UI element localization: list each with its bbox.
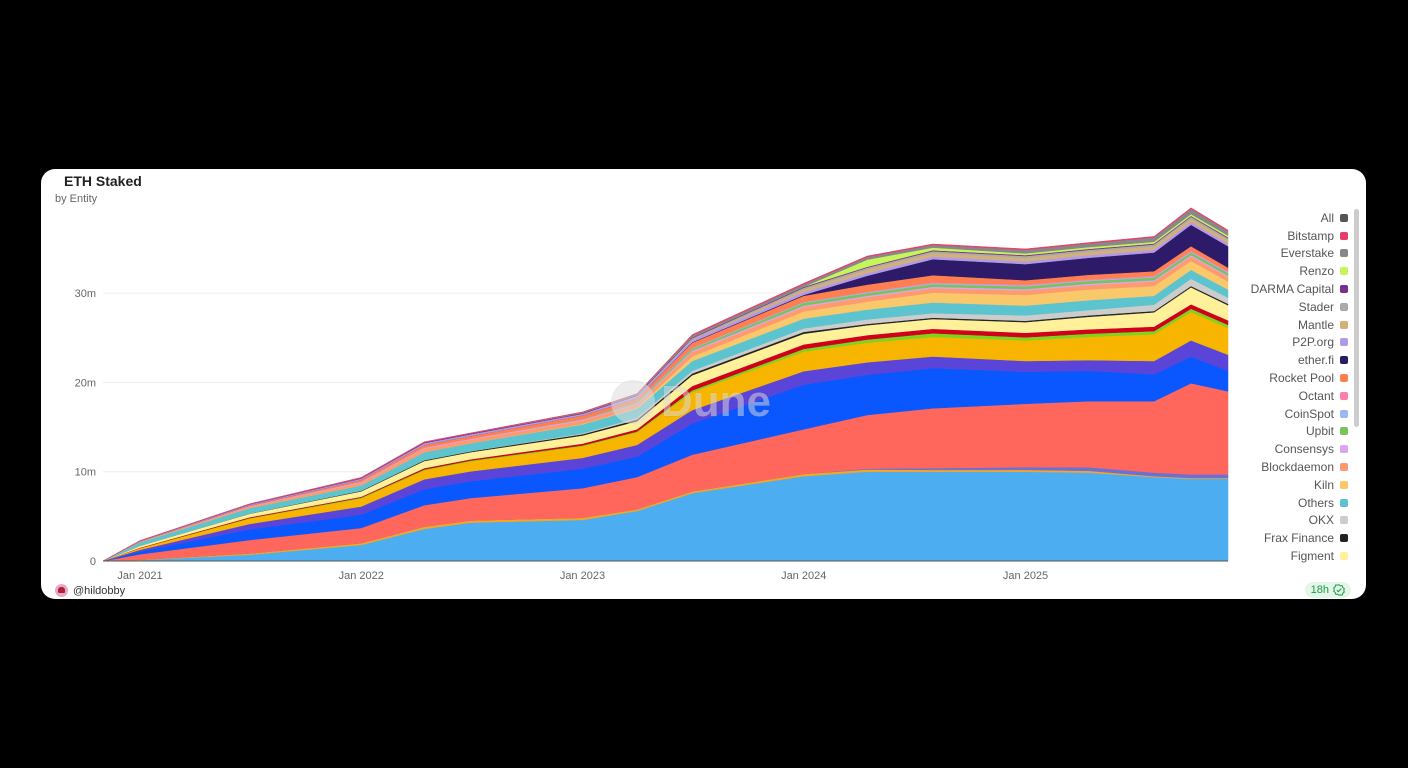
legend-item-coinspot[interactable]: CoinSpot: [1208, 405, 1348, 423]
legend: All Bitstamp Everstake Renzo DARMA Capital St…: [1208, 209, 1348, 565]
freshness-text: 18h: [1310, 584, 1329, 596]
legend-scrollbar[interactable]: [1354, 209, 1359, 427]
legend-swatch: [1340, 391, 1348, 400]
legend-label: Upbit: [1305, 424, 1334, 439]
x-tick-label: Jan 2025: [1003, 570, 1048, 582]
legend-item-bitstamp[interactable]: Bitstamp: [1208, 227, 1348, 245]
legend-label: Frax Finance: [1263, 531, 1334, 546]
legend-label: P2P.org: [1292, 335, 1334, 350]
x-tick-label: Jan 2022: [339, 570, 384, 582]
legend-swatch: [1340, 498, 1348, 507]
legend-item-kiln[interactable]: Kiln: [1208, 476, 1348, 494]
chart-subtitle: by Entity: [55, 193, 98, 205]
stacked-area-chart: 0 10m 20m 30m Jan 2021 Jan 2022 Jan 2023 Jan 20…: [75, 207, 1229, 582]
legend-item-figment[interactable]: Figment: [1208, 547, 1348, 565]
author[interactable]: @hildobby: [55, 584, 125, 597]
avatar: [55, 584, 68, 597]
legend-item-everstake[interactable]: Everstake: [1208, 245, 1348, 263]
chart-title: ETH Staked: [64, 173, 142, 189]
x-tick-label: Jan 2023: [560, 570, 605, 582]
legend-label: Renzo: [1299, 264, 1334, 279]
area-bitstamp: [102, 207, 1229, 562]
legend-label: DARMA Capital: [1250, 282, 1334, 297]
legend-item-stader[interactable]: Stader: [1208, 298, 1348, 316]
author-name: @hildobby: [73, 584, 126, 597]
legend-swatch: [1340, 516, 1348, 525]
legend-label: Consensys: [1274, 442, 1334, 457]
legend-label: Rocket Pool: [1269, 371, 1334, 386]
legend-item-darma-capital[interactable]: DARMA Capital: [1208, 280, 1348, 298]
legend-item-renzo[interactable]: Renzo: [1208, 262, 1348, 280]
legend-item-ether-fi[interactable]: ether.fi: [1208, 351, 1348, 369]
legend-swatch: [1340, 534, 1348, 543]
legend-label: Kiln: [1313, 477, 1334, 492]
chart-card: ETH Staked by Entity 0 10m 20m 30m Jan 2021 J…: [41, 169, 1366, 599]
legend-label: Mantle: [1297, 317, 1334, 332]
y-tick-label: 30m: [75, 288, 96, 300]
legend-item-mantle[interactable]: Mantle: [1208, 316, 1348, 334]
legend-item-all[interactable]: All: [1208, 209, 1348, 227]
legend-label: Others: [1297, 495, 1334, 510]
legend-swatch: [1340, 463, 1348, 472]
legend-swatch: [1340, 320, 1348, 329]
legend-swatch: [1340, 427, 1348, 436]
legend-item-rocket-pool[interactable]: Rocket Pool: [1208, 369, 1348, 387]
legend-swatch: [1340, 213, 1348, 222]
legend-swatch: [1340, 249, 1348, 258]
legend-label: CoinSpot: [1284, 406, 1334, 421]
legend-swatch: [1340, 374, 1348, 383]
legend-item-frax-finance[interactable]: Frax Finance: [1208, 529, 1348, 547]
legend-swatch: [1340, 552, 1348, 561]
legend-swatch: [1340, 480, 1348, 489]
legend-swatch: [1340, 409, 1348, 418]
legend-label: Blockdaemon: [1261, 460, 1334, 475]
check-badge-icon: [1333, 584, 1345, 596]
x-tick-label: Jan 2021: [117, 570, 162, 582]
legend-item-blockdaemon[interactable]: Blockdaemon: [1208, 458, 1348, 476]
y-tick-label: 10m: [75, 467, 96, 479]
legend-swatch: [1340, 445, 1348, 454]
legend-label: OKX: [1308, 513, 1334, 528]
y-tick-label: 0: [90, 556, 96, 568]
legend-swatch: [1340, 267, 1348, 276]
legend-label: Bitstamp: [1287, 228, 1334, 243]
legend-item-okx[interactable]: OKX: [1208, 512, 1348, 530]
legend-item-upbit[interactable]: Upbit: [1208, 423, 1348, 441]
legend-label: ether.fi: [1297, 353, 1334, 368]
legend-item-consensys[interactable]: Consensys: [1208, 440, 1348, 458]
legend-label: Octant: [1298, 388, 1334, 403]
y-tick-label: 20m: [75, 377, 96, 389]
legend-label: Figment: [1290, 549, 1334, 564]
freshness-badge: 18h: [1304, 582, 1351, 598]
legend-label: Stader: [1298, 299, 1334, 314]
legend-item-others[interactable]: Others: [1208, 494, 1348, 512]
legend-item-octant[interactable]: Octant: [1208, 387, 1348, 405]
legend-swatch: [1340, 338, 1348, 347]
legend-label: All: [1320, 210, 1334, 225]
legend-item-p2p-org[interactable]: P2P.org: [1208, 334, 1348, 352]
legend-swatch: [1340, 356, 1348, 365]
legend-swatch: [1340, 285, 1348, 294]
legend-swatch: [1340, 231, 1348, 240]
legend-swatch: [1340, 302, 1348, 311]
x-tick-label: Jan 2024: [781, 570, 826, 582]
legend-label: Everstake: [1280, 246, 1334, 261]
